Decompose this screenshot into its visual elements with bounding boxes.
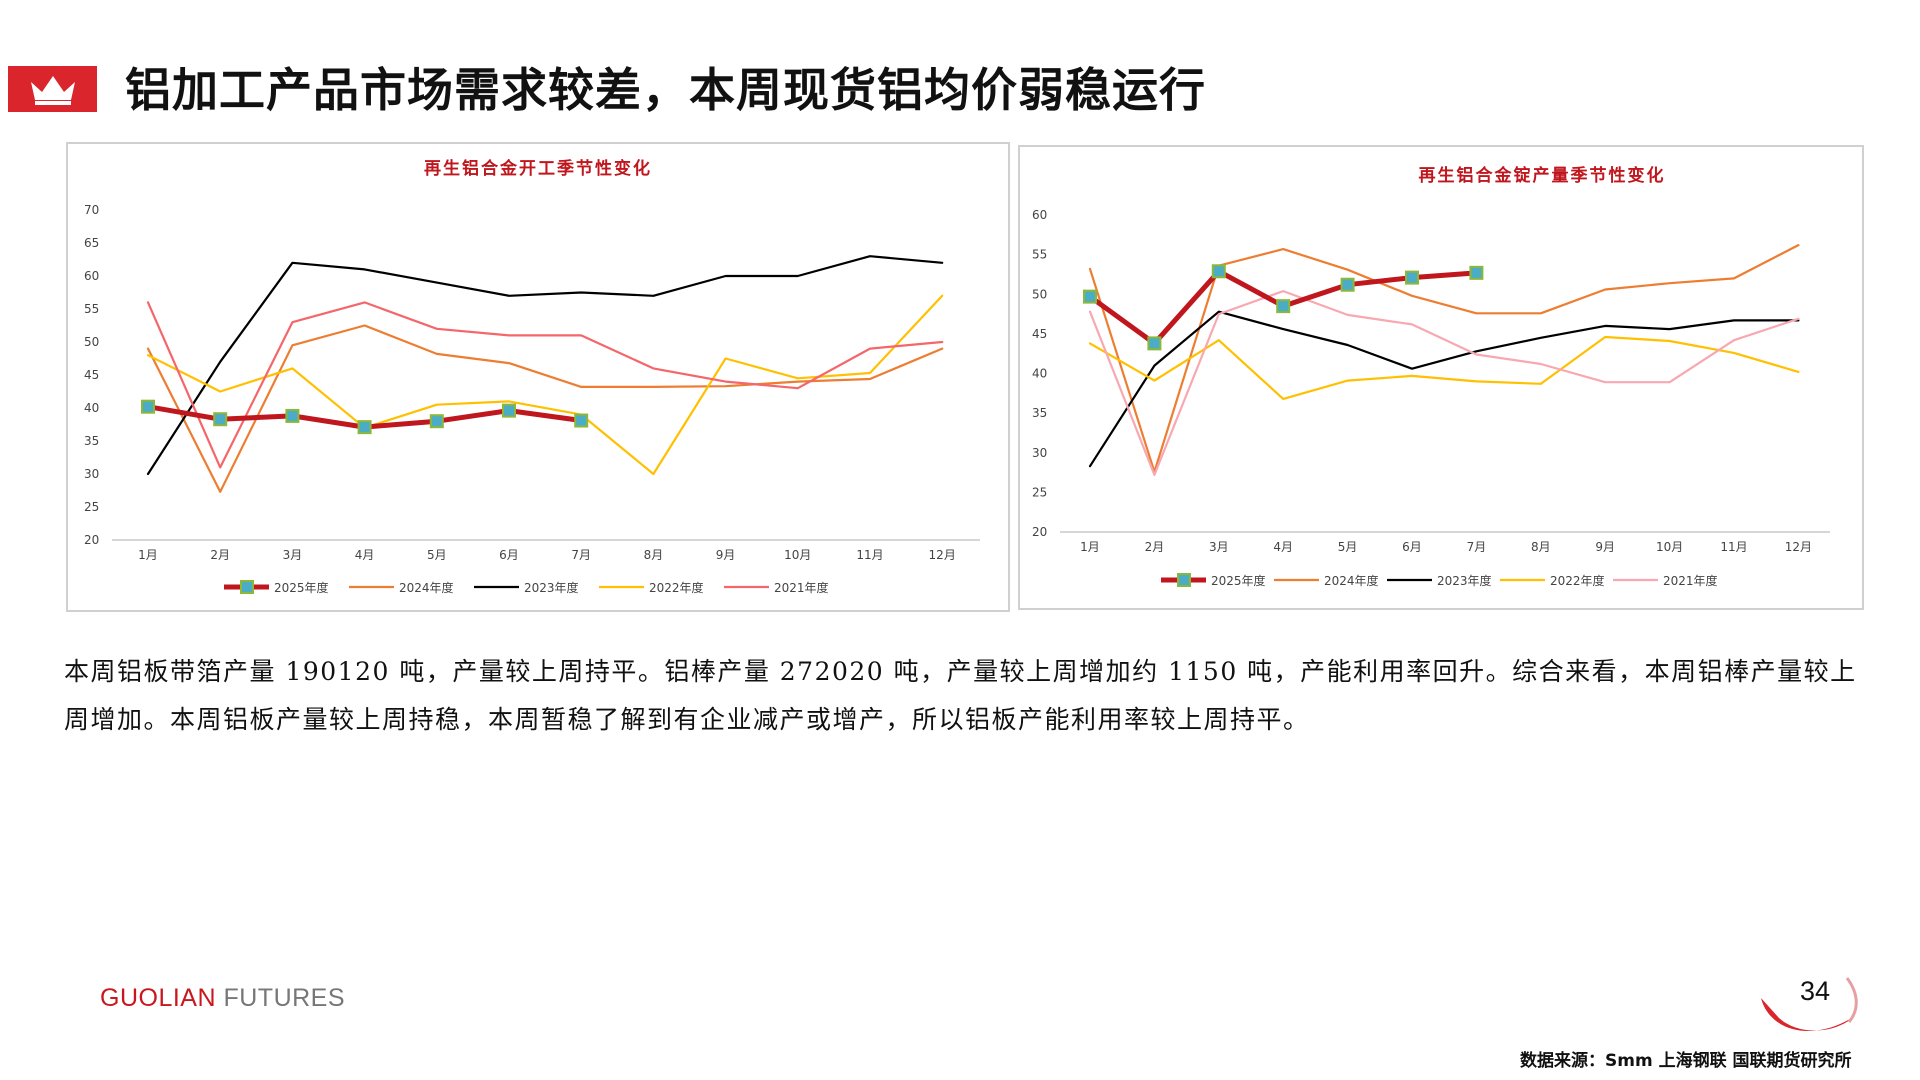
x-tick-label: 3月 (1209, 540, 1229, 554)
chart-title: 再生铝合金锭产量季节性变化 (1419, 165, 1666, 186)
series-line (146, 255, 944, 476)
data-point-marker (1211, 264, 1226, 279)
series-line (1088, 335, 1800, 400)
y-tick-label: 20 (84, 533, 99, 547)
y-tick-label: 45 (1032, 327, 1047, 341)
chart-operating-rate: 再生铝合金开工季节性变化 20 25 30 35 40 45 50 55 60 65 70 1月 2月 3月… (84, 158, 980, 595)
data-point-marker (1083, 289, 1097, 304)
legend-label: 2025年度 (1211, 573, 1266, 588)
y-tick-label: 65 (84, 236, 99, 250)
x-tick-label: 7月 (1467, 540, 1487, 554)
series-line (146, 301, 944, 469)
x-tick-label: 12月 (1785, 540, 1812, 554)
data-point-marker (574, 413, 589, 428)
data-point-marker (502, 403, 516, 418)
data-point-marker (141, 399, 155, 414)
y-tick-label: 55 (1032, 248, 1047, 262)
data-point-marker (285, 408, 300, 423)
brand-logo-text: GUOLIAN FUTURES (100, 984, 345, 1013)
data-point-marker (1340, 277, 1355, 292)
crown-icon (30, 76, 75, 105)
legend-label: 2022年度 (1550, 573, 1605, 588)
x-tick-label: 4月 (355, 548, 375, 562)
brand-part-2: FUTURES (216, 984, 346, 1012)
x-tick-label: 5月 (427, 548, 447, 562)
y-tick-label: 45 (84, 368, 99, 382)
x-tick-label: 9月 (716, 548, 736, 562)
x-tick-label: 1月 (138, 548, 158, 562)
x-tick-label: 6月 (499, 548, 519, 562)
x-tick-label: 9月 (1595, 540, 1615, 554)
y-tick-label: 70 (84, 203, 99, 217)
data-point-marker (1469, 265, 1484, 280)
y-tick-label: 50 (1032, 287, 1047, 301)
y-tick-label: 20 (1032, 525, 1047, 539)
y-tick-label: 30 (1032, 446, 1047, 460)
legend-label: 2024年度 (399, 580, 454, 595)
y-tick-label: 25 (84, 500, 99, 514)
data-point-marker (429, 414, 444, 429)
x-tick-label: 2月 (210, 548, 230, 562)
x-tick-label: 5月 (1338, 540, 1358, 554)
x-tick-label: 7月 (571, 548, 591, 562)
series-line (1088, 310, 1800, 468)
x-tick-label: 12月 (929, 548, 956, 562)
data-point-marker (1276, 299, 1291, 314)
x-tick-label: 11月 (856, 548, 883, 562)
legend-label: 2025年度 (274, 580, 329, 595)
x-tick-label: 3月 (283, 548, 303, 562)
legend-marker (1177, 573, 1191, 587)
y-tick-label: 25 (1032, 485, 1047, 499)
y-tick-label: 60 (1032, 208, 1047, 222)
x-tick-label: 6月 (1402, 540, 1422, 554)
summary-paragraph: 本周铝板带箔产量 190120 吨，产量较上周持平。铝棒产量 272020 吨，… (64, 657, 1857, 734)
y-tick-label: 35 (1032, 406, 1047, 420)
series-line (146, 294, 944, 476)
x-tick-label: 4月 (1273, 540, 1293, 554)
y-tick-label: 50 (84, 335, 99, 349)
title-badge (8, 66, 97, 112)
legend-label: 2022年度 (649, 580, 704, 595)
legend-label: 2021年度 (1663, 573, 1718, 588)
y-tick-label: 40 (1032, 367, 1047, 381)
x-tick-label: 8月 (644, 548, 664, 562)
x-tick-label: 10月 (1656, 540, 1683, 554)
page-number-swoosh-icon (1761, 977, 1858, 1032)
x-tick-label: 1月 (1080, 540, 1100, 554)
x-tick-label: 2月 (1145, 540, 1165, 554)
page-title: 铝加工产品市场需求较差，本周现货铝均价弱稳运行 (125, 63, 1206, 117)
brand-part-1: GUOLIAN (100, 984, 217, 1012)
data-point-marker (1405, 270, 1419, 285)
series-line (1088, 243, 1800, 473)
x-tick-label: 8月 (1531, 540, 1551, 554)
y-tick-label: 30 (84, 467, 99, 481)
y-tick-label: 35 (84, 434, 99, 448)
legend-label: 2023年度 (1437, 573, 1492, 588)
x-tick-label: 10月 (784, 548, 811, 562)
page-number: 34 (1800, 976, 1831, 1006)
chart-ingot-output: 再生铝合金锭产量季节性变化 20 25 30 35 40 45 50 55 60 1月 2月 3月 4月 5… (1032, 165, 1830, 588)
series-line (1088, 290, 1800, 476)
chart-panel-operating-rate: 再生铝合金开工季节性变化 20 25 30 35 40 45 50 55 60 65 70 1月 2月 3月… (66, 142, 1010, 612)
y-tick-label: 60 (84, 269, 99, 283)
legend-label: 2021年度 (774, 580, 829, 595)
data-point-marker (357, 420, 372, 435)
y-tick-label: 40 (84, 401, 99, 415)
chart-title: 再生铝合金开工季节性变化 (424, 158, 652, 179)
x-tick-label: 11月 (1720, 540, 1747, 554)
legend-marker (240, 580, 254, 594)
y-tick-label: 55 (84, 302, 99, 316)
data-point-marker (1147, 336, 1162, 351)
legend-label: 2024年度 (1324, 573, 1379, 588)
data-point-marker (213, 412, 228, 427)
chart-panel-ingot-output: 再生铝合金锭产量季节性变化 20 25 30 35 40 45 50 55 60 1月 2月 3月 4月 5… (1018, 145, 1864, 610)
data-source: 数据来源：Smm 上海钢联 国联期货研究所 (1520, 1051, 1852, 1071)
legend-label: 2023年度 (524, 580, 579, 595)
